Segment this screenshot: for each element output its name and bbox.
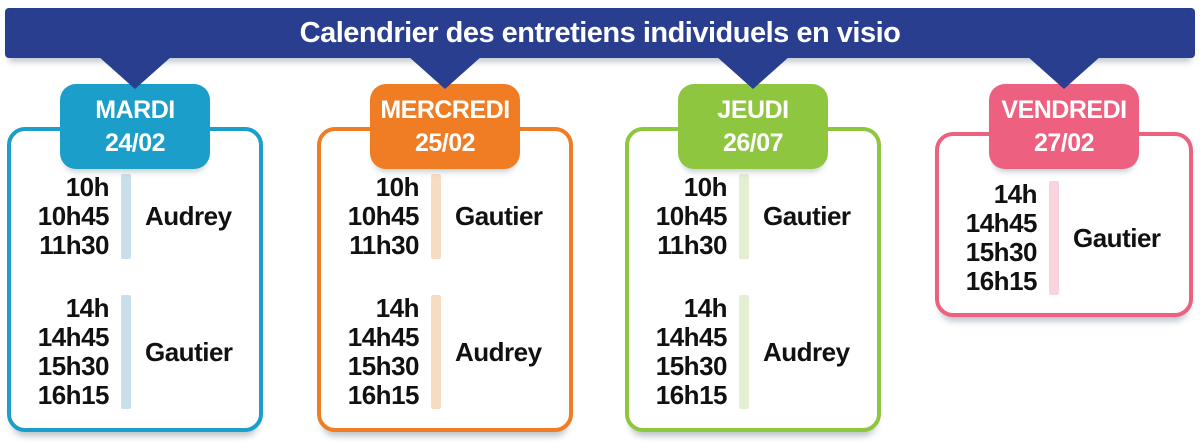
day-name: JEUDI — [717, 95, 789, 124]
time-slot: 16h15 — [37, 380, 110, 410]
time-slot: 14h45 — [655, 322, 728, 352]
time-slot: 14h — [375, 293, 420, 323]
day-column: JEUDI 26/07 10h 10h45 11h30 Gautier 14h 14h… — [625, 0, 881, 442]
time-slot: 14h — [683, 293, 728, 323]
time-slot-list: 10h 10h45 11h30 — [17, 172, 110, 260]
time-slot: 10h — [65, 172, 110, 202]
time-slot: 14h45 — [965, 208, 1038, 238]
time-slot-list: 14h 14h45 15h30 16h15 — [327, 293, 420, 410]
day-header: MARDI 24/02 — [60, 84, 210, 169]
session-row: 10h 10h45 11h30 Audrey — [17, 173, 253, 260]
time-slot-list: 14h 14h45 15h30 16h15 — [635, 293, 728, 410]
day-date: 26/07 — [722, 128, 784, 157]
page-title: Calendrier des entretiens individuels en… — [299, 16, 901, 49]
session-row: 14h 14h45 15h30 16h15 Audrey — [635, 294, 871, 410]
banner-arrow-icon — [1027, 56, 1101, 89]
time-slot: 15h30 — [965, 237, 1038, 267]
time-slot: 15h30 — [655, 351, 728, 381]
time-slot-list: 10h 10h45 11h30 — [327, 172, 420, 260]
day-column: VENDREDI 27/02 14h 14h45 15h30 16h15 Gautie… — [935, 0, 1193, 442]
time-slot: 11h30 — [657, 230, 727, 260]
time-slot-list: 14h 14h45 15h30 16h15 — [17, 293, 110, 410]
interviewer-name: Gautier — [145, 336, 233, 367]
time-slot: 11h30 — [349, 230, 419, 260]
time-slot: 10h45 — [37, 201, 110, 231]
banner-arrow-icon — [716, 56, 790, 89]
title-banner: Calendrier des entretiens individuels en… — [5, 8, 1195, 58]
interviewer-name: Audrey — [763, 336, 850, 367]
day-card: 10h 10h45 11h30 Gautier 14h 14h45 15h30 16h15… — [625, 127, 881, 432]
session-row: 10h 10h45 11h30 Gautier — [327, 173, 563, 260]
session-row: 14h 14h45 15h30 16h15 Gautier — [17, 294, 253, 410]
day-header: VENDREDI 27/02 — [989, 84, 1139, 169]
interviewer-name: Audrey — [455, 336, 542, 367]
interviewer-name: Gautier — [763, 201, 851, 231]
time-slot: 16h15 — [965, 266, 1038, 296]
session-divider-bar — [739, 174, 749, 259]
time-slot-list: 10h 10h45 11h30 — [635, 172, 728, 260]
time-slot: 10h — [375, 172, 420, 202]
session-divider-bar — [431, 174, 441, 259]
session-divider-bar — [121, 174, 131, 259]
day-date: 24/02 — [104, 128, 166, 157]
time-slot: 10h — [683, 172, 728, 202]
time-slot: 10h45 — [655, 201, 728, 231]
day-name: MERCREDI — [380, 95, 510, 124]
day-card: 10h 10h45 11h30 Gautier 14h 14h45 15h30 16h15… — [317, 127, 573, 432]
time-slot: 14h45 — [347, 322, 420, 352]
session-divider-bar — [739, 295, 749, 409]
session-row: 10h 10h45 11h30 Gautier — [635, 173, 871, 260]
day-name: VENDREDI — [1001, 95, 1127, 124]
time-slot: 14h45 — [37, 322, 110, 352]
day-card: 10h 10h45 11h30 Audrey 14h 14h45 15h30 16h15 … — [7, 127, 263, 432]
banner-arrow-icon — [408, 56, 482, 89]
time-slot: 15h30 — [37, 351, 110, 381]
session-row: 14h 14h45 15h30 16h15 Gautier — [945, 180, 1183, 296]
time-slot: 14h — [993, 179, 1038, 209]
day-header: JEUDI 26/07 — [678, 84, 828, 169]
day-name: MARDI — [95, 95, 175, 124]
session-divider-bar — [431, 295, 441, 409]
interviewer-name: Gautier — [1073, 222, 1161, 253]
interviewer-name: Audrey — [145, 201, 232, 231]
session-divider-bar — [121, 295, 131, 409]
time-slot: 15h30 — [347, 351, 420, 381]
time-slot-list: 14h 14h45 15h30 16h15 — [945, 179, 1038, 296]
time-slot: 14h — [65, 293, 110, 323]
time-slot: 16h15 — [347, 380, 420, 410]
day-date: 25/02 — [414, 128, 476, 157]
time-slot: 16h15 — [655, 380, 728, 410]
banner-arrow-icon — [98, 56, 172, 89]
session-divider-bar — [1049, 181, 1059, 295]
time-slot: 10h45 — [347, 201, 420, 231]
day-date: 27/02 — [1033, 128, 1095, 157]
day-column: MERCREDI 25/02 10h 10h45 11h30 Gautier 14h… — [317, 0, 573, 442]
interviewer-name: Gautier — [455, 201, 543, 231]
time-slot: 11h30 — [39, 230, 109, 260]
day-column: MARDI 24/02 10h 10h45 11h30 Audrey 14h 14h4… — [7, 0, 263, 442]
session-row: 14h 14h45 15h30 16h15 Audrey — [327, 294, 563, 410]
day-header: MERCREDI 25/02 — [370, 84, 520, 169]
